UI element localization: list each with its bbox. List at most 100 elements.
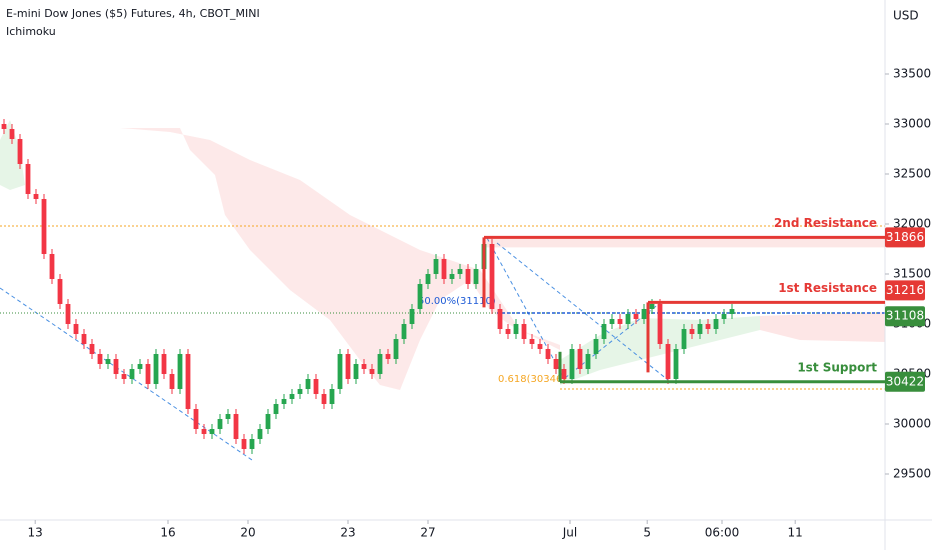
candle-body	[585, 354, 591, 369]
candle-body	[425, 274, 431, 284]
candle-body	[521, 324, 527, 339]
candle-body	[49, 254, 55, 279]
candle-body	[473, 269, 479, 284]
candle-body	[177, 354, 183, 389]
candle-body	[289, 394, 295, 399]
candle-body	[489, 244, 495, 309]
x-tick-label: Jul	[562, 526, 577, 540]
trend-line	[496, 242, 669, 381]
price-tag	[885, 371, 925, 392]
candle-body	[553, 359, 559, 369]
candle-body	[409, 309, 415, 324]
candle-body	[313, 379, 319, 394]
ichimoku-cloud	[560, 316, 760, 385]
x-tick-label: 5	[643, 526, 651, 540]
candle-body	[625, 314, 631, 324]
candle-body	[641, 309, 647, 319]
trend-line	[486, 237, 566, 381]
candle-body	[633, 314, 639, 319]
candle-body	[537, 344, 543, 349]
last-price-tag	[885, 306, 925, 327]
candle-body	[617, 319, 623, 324]
candle-body	[185, 354, 191, 409]
candle-body	[89, 344, 95, 354]
candle-body	[577, 349, 583, 369]
candle-body	[449, 274, 455, 279]
candle-body	[457, 269, 463, 274]
candle-body	[153, 354, 159, 384]
candle-body	[193, 409, 199, 429]
candle-body	[249, 439, 255, 449]
candle-body	[369, 369, 375, 374]
price-tag-label: 31866	[886, 230, 924, 244]
candle-body	[17, 139, 23, 164]
candle-body	[713, 319, 719, 329]
y-tick-label: 29500	[893, 467, 931, 481]
candle-body	[297, 389, 303, 394]
x-tick-label: 20	[240, 526, 255, 540]
x-tick-label: 16	[160, 526, 175, 540]
currency: USD	[893, 9, 919, 23]
candle-body	[377, 354, 383, 374]
candle-body	[569, 349, 575, 379]
ichimoku-cloud	[0, 120, 25, 190]
candle-body	[609, 319, 615, 324]
candle-body	[321, 394, 327, 404]
candle-body	[353, 364, 359, 379]
candle-body	[41, 199, 47, 254]
candle-body	[505, 329, 511, 334]
y-tick-label: 32000	[893, 217, 931, 231]
candle-body	[561, 369, 567, 379]
candle-body	[497, 309, 503, 329]
y-tick-label: 32500	[893, 167, 931, 181]
x-tick-label: 11	[788, 526, 803, 540]
candle-body	[33, 194, 39, 199]
candle-body	[665, 344, 671, 379]
candle-body	[65, 304, 71, 324]
candle-body	[137, 364, 143, 369]
candle-body	[113, 359, 119, 374]
y-tick-label: 31500	[893, 267, 931, 281]
candle-body	[649, 304, 655, 309]
candle-body	[105, 359, 111, 364]
ichimoku-cloud	[760, 312, 885, 342]
candle-body	[273, 404, 279, 414]
candle-body	[417, 284, 423, 309]
level-name: 2nd Resistance	[774, 216, 877, 230]
candle-body	[345, 354, 351, 379]
candle-body	[145, 364, 151, 384]
candle-body	[393, 339, 399, 359]
candle-body	[57, 279, 63, 304]
level-name: 1st Resistance	[778, 281, 877, 295]
annotation: 50.00%(31110)	[418, 296, 496, 307]
candle-body	[161, 354, 167, 374]
candle-body	[513, 324, 519, 334]
price-tag	[885, 280, 925, 301]
candle-body	[81, 334, 87, 344]
candle-body	[385, 354, 391, 359]
y-tick-label: 33500	[893, 67, 931, 81]
candle-body	[601, 324, 607, 339]
candle-body	[217, 419, 223, 429]
candle-body	[257, 429, 263, 439]
candle-body	[201, 429, 207, 434]
price-tag-label: 31216	[886, 283, 924, 297]
candle-body	[241, 439, 247, 449]
candle-body	[673, 349, 679, 379]
candle-body	[545, 349, 551, 359]
candle-body	[129, 369, 135, 379]
y-tick-label: 30000	[893, 417, 931, 431]
x-tick-label: 27	[420, 526, 435, 540]
price-tag	[885, 227, 925, 248]
candle-body	[329, 389, 335, 404]
candle-body	[233, 414, 239, 439]
candle-body	[433, 259, 439, 274]
candle-body	[25, 164, 31, 194]
y-tick-label: 33000	[893, 117, 931, 131]
candle-body	[705, 324, 711, 329]
candle-body	[465, 269, 471, 284]
candle-body	[225, 414, 231, 419]
candle-body	[9, 129, 15, 139]
ichimoku-cloud	[120, 128, 560, 390]
